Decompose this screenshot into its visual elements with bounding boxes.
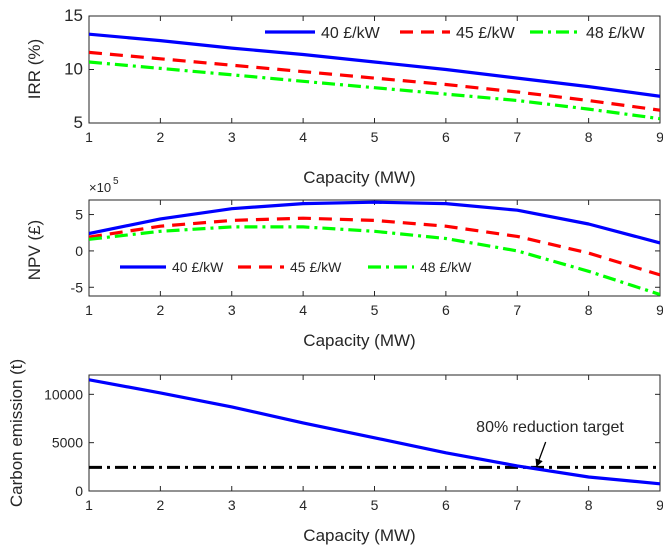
panel2-series-40kW-line [89,200,660,245]
panel2-ytick-label: 0 [75,243,83,259]
panel3-ytick-label: 5000 [52,435,83,451]
panel2-ylabel: NPV (£) [25,220,44,280]
panel2-series-48kW-line [89,225,660,296]
panel2-xtick-label: 1 [85,302,93,318]
panel3-xtick-label: 5 [371,497,379,513]
panel3-annotation-arrow [535,441,547,468]
panel1-xtick-label: 8 [585,129,593,145]
panel3-ylabel: Carbon emission (t) [7,359,26,507]
panel1-xtick-label: 9 [656,129,663,145]
panel1-ytick-label: 5 [74,113,83,132]
panel2-xtick-label: 8 [585,302,593,318]
panel2-xtick-label: 7 [513,302,521,318]
panel1-ytick-label: 15 [64,6,83,25]
panel1-xlabel: Capacity (MW) [303,168,415,187]
panel1 [88,15,661,124]
panel3-xtick-label: 7 [513,497,521,513]
panel3-axes-box [88,374,661,492]
panel2-series-45kW-line [89,216,660,277]
panel2-xtick-label: 6 [442,302,450,318]
panel3-xtick-label: 1 [85,497,93,513]
panel3-ytick-label: 10000 [44,386,83,402]
panel1-xtick-label: 2 [156,129,164,145]
panel2 [88,199,661,297]
panel3-xtick-label: 2 [156,497,164,513]
panel3-xlabel: Capacity (MW) [303,526,415,545]
panel1-series-48kW-line [89,60,660,121]
panel2-exponent-power: 5 [113,176,119,187]
panel3-ytick-label: 0 [75,483,83,499]
panel2-exponent-base: ×10 [89,180,111,195]
panel1-xtick-label: 3 [228,129,236,145]
panel3-xtick-label: 6 [442,497,450,513]
panel1-xtick-label: 6 [442,129,450,145]
panel2-legend-label: 40 £/kW [172,259,224,275]
panel2-xtick-label: 5 [371,302,379,318]
panel1-legend-label: 48 £/kW [586,25,646,42]
panel1-legend-label: 45 £/kW [456,25,516,42]
panel3-xtick-label: 8 [585,497,593,513]
panel3 [88,374,661,492]
panel1-xtick-label: 4 [299,129,307,145]
panel2-axes-box [88,199,661,297]
panel1-ylabel: IRR (%) [25,39,44,99]
panel2-xtick-label: 3 [228,302,236,318]
panel2-xtick-label: 9 [656,302,663,318]
panel3-series-main-line [89,378,660,486]
panel1-xtick-label: 7 [513,129,521,145]
panel1-series-45kW-line [89,50,660,112]
panel2-legend-label: 45 £/kW [290,259,342,275]
panel3-annotation-text: 80% reduction target [476,419,624,436]
panel3-xtick-label: 3 [228,497,236,513]
panel2-ytick-label: -5 [71,279,84,295]
panel3-xtick-label: 9 [656,497,663,513]
panel2-ytick-label: 5 [75,207,83,223]
panel1-series-40kW-line [89,32,660,98]
panel1-xtick-label: 1 [85,129,93,145]
panel2-legend-box [112,256,480,278]
panel2-xtick-label: 2 [156,302,164,318]
panel2-xlabel: Capacity (MW) [303,331,415,350]
panel3-xtick-label: 4 [299,497,307,513]
panel2-legend-label: 48 £/kW [420,259,472,275]
panel1-legend-label: 40 £/kW [321,25,381,42]
panel1-ytick-label: 10 [64,60,83,79]
panel2-xtick-label: 4 [299,302,307,318]
panel1-xtick-label: 5 [371,129,379,145]
